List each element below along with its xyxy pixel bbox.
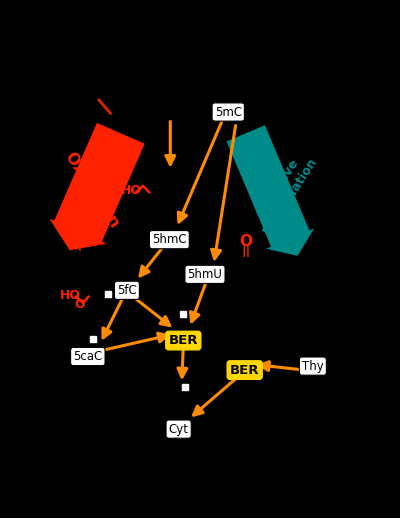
Text: Oxidation: Oxidation bbox=[62, 150, 122, 232]
Text: Oxidative
Deamination: Oxidative Deamination bbox=[248, 147, 320, 237]
Text: O: O bbox=[78, 233, 92, 248]
Text: 5hmU: 5hmU bbox=[188, 268, 222, 281]
Text: 5hmC: 5hmC bbox=[152, 233, 187, 246]
Text: 5fC: 5fC bbox=[117, 284, 137, 297]
Text: BER: BER bbox=[230, 364, 260, 377]
Text: O: O bbox=[75, 298, 86, 311]
Text: Thy: Thy bbox=[302, 359, 324, 372]
Text: Cyt: Cyt bbox=[169, 423, 189, 436]
Text: 5caC: 5caC bbox=[73, 350, 102, 363]
Text: HO: HO bbox=[121, 184, 142, 197]
Text: HO: HO bbox=[60, 289, 81, 302]
Text: BER: BER bbox=[168, 334, 198, 347]
Text: O: O bbox=[240, 234, 252, 249]
Text: ||: || bbox=[241, 244, 250, 257]
Text: 5mC: 5mC bbox=[215, 106, 242, 119]
